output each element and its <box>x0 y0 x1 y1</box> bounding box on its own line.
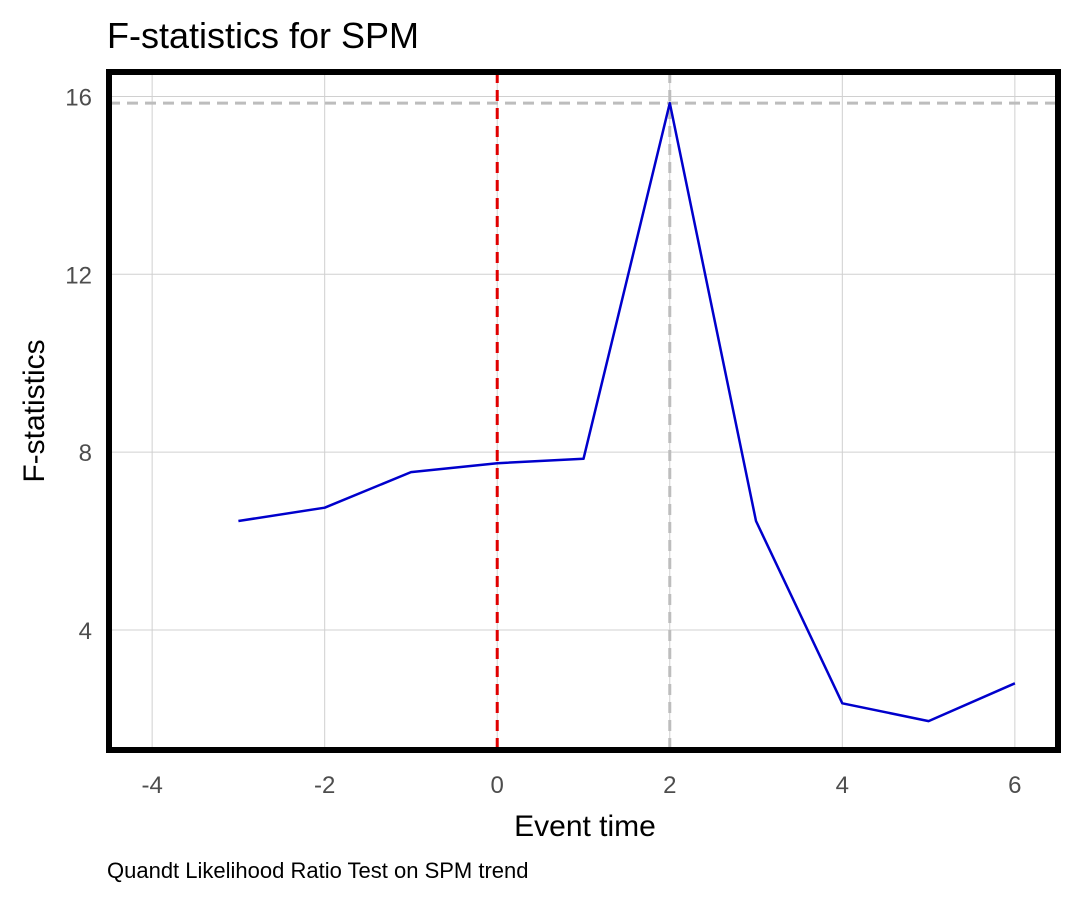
x-axis-title: Event time <box>514 810 656 843</box>
y-axis-title: F-statistics <box>18 339 51 482</box>
grid <box>109 72 1058 750</box>
y-tick-label: 12 <box>65 262 92 289</box>
x-tick-label: -2 <box>314 772 335 799</box>
y-tick-label: 8 <box>79 440 92 467</box>
y-tick-labels: 4 8 12 16 <box>65 84 92 645</box>
series <box>238 101 1016 723</box>
series-line <box>238 101 1016 723</box>
x-tick-labels: -4 -2 0 2 4 6 <box>141 772 1021 799</box>
reference-lines <box>109 72 1058 750</box>
y-tick-label: 16 <box>65 84 92 111</box>
x-tick-label: 0 <box>491 772 504 799</box>
x-tick-label: 2 <box>663 772 676 799</box>
x-tick-label: 4 <box>836 772 849 799</box>
plot-panel-border <box>106 69 1061 753</box>
y-tick-label: 4 <box>79 618 92 645</box>
chart-title: F-statistics for SPM <box>107 15 419 56</box>
chart-caption: Quandt Likelihood Ratio Test on SPM tren… <box>107 858 529 883</box>
x-tick-label: -4 <box>141 772 162 799</box>
x-tick-label: 6 <box>1008 772 1021 799</box>
